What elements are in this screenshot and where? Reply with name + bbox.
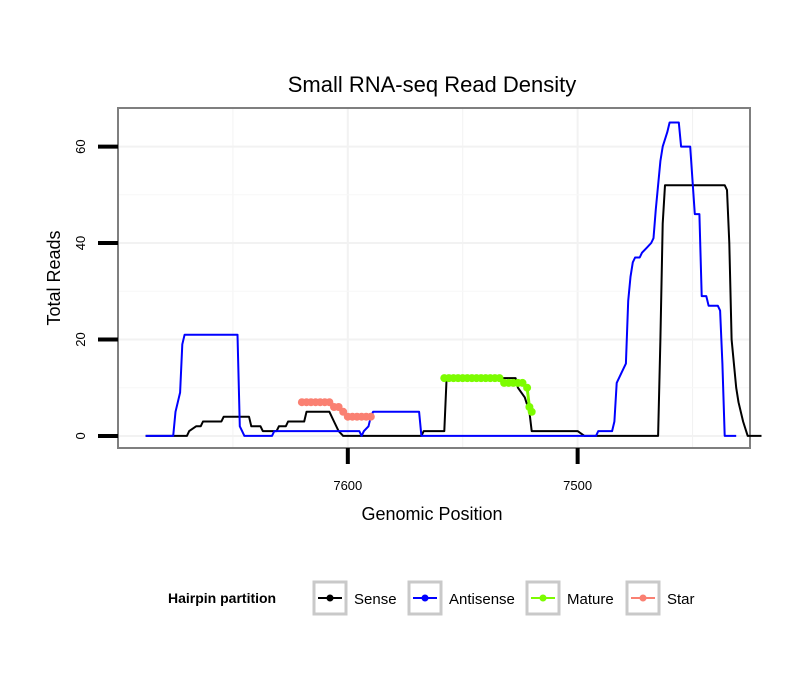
grid <box>118 108 750 448</box>
legend-key-point <box>421 594 429 602</box>
legend-label: Mature <box>567 591 614 608</box>
legend-label: Star <box>667 591 695 608</box>
legend-label: Antisense <box>449 591 515 608</box>
y-tick-label: 0 <box>73 432 88 439</box>
data-point-star <box>366 412 375 421</box>
y-tick-label: 20 <box>73 332 88 346</box>
legend-label: Sense <box>354 591 397 608</box>
legend-item-sense: Sense <box>312 580 397 616</box>
legend-key-point <box>539 594 547 602</box>
legend-title: Hairpin partition <box>168 590 276 606</box>
series-layer <box>145 121 762 437</box>
data-point-mature <box>523 383 532 392</box>
x-axis: 7600 7500 <box>333 448 592 493</box>
x-tick-label: 7500 <box>563 478 592 493</box>
y-axis: 0 20 40 60 <box>73 139 118 440</box>
legend-item-antisense: Antisense <box>407 580 515 616</box>
y-tick-label: 40 <box>73 236 88 250</box>
series-sense <box>145 184 762 437</box>
series-line-antisense <box>145 121 737 437</box>
chart-title: Small RNA-seq Read Density <box>288 72 577 97</box>
plot-border <box>117 107 751 449</box>
series-antisense <box>145 121 737 437</box>
x-tick-label: 7600 <box>333 478 362 493</box>
series-star <box>297 398 375 421</box>
series-line-sense <box>145 184 762 437</box>
legend-item-mature: Mature <box>525 580 614 616</box>
y-axis-title: Total Reads <box>44 230 64 325</box>
series-mature <box>440 374 536 416</box>
data-point-mature <box>527 407 536 416</box>
x-axis-title: Genomic Position <box>361 504 502 524</box>
legend: Hairpin partition Sense Antisense Mature St… <box>168 580 695 616</box>
legend-key-point <box>326 594 334 602</box>
legend-item-star: Star <box>625 580 695 616</box>
legend-key-point <box>639 594 647 602</box>
y-tick-label: 60 <box>73 139 88 153</box>
